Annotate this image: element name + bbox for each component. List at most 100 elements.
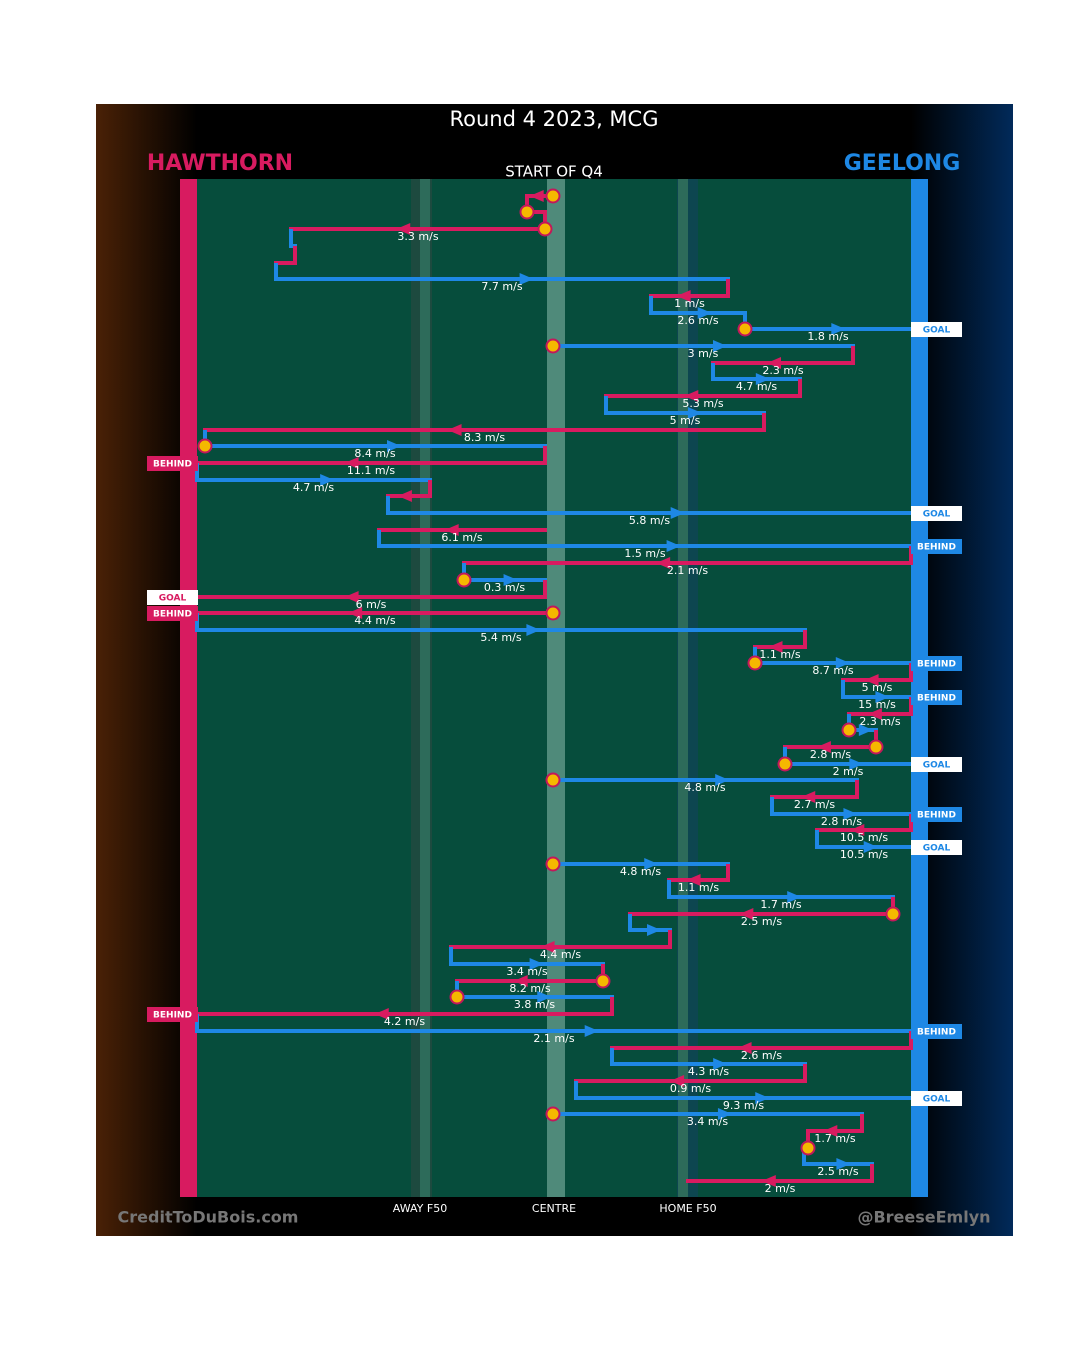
speed-label: 4.4 m/s [354,614,395,627]
speed-label: 2.7 m/s [794,798,835,811]
speed-label: 2.5 m/s [741,915,782,928]
arrow [787,891,802,903]
credit: CreditToDuBois.com [118,1208,299,1227]
event-label: BEHIND [917,811,956,821]
stoppage [545,338,561,354]
arrow [374,1008,389,1020]
speed-label: 4.4 m/s [540,948,581,961]
arrow [713,1058,728,1070]
field-label: AWAY F50 [393,1202,447,1215]
arrow [755,373,770,385]
arrow [676,290,691,302]
arrow [344,457,359,469]
stripe [678,179,688,1197]
stoppage [800,1140,816,1156]
speed-label: 3.3 m/s [397,230,438,243]
speed-label: 4.8 m/s [684,781,725,794]
speed-label: 5 m/s [862,681,893,694]
arrow [715,774,730,786]
arrow [835,657,850,669]
arrow [737,1042,752,1054]
stoppage [545,605,561,621]
speed-label: 3.4 m/s [687,1115,728,1128]
title: Round 4 2023, MCG [449,107,658,131]
speed-label: 1.5 m/s [624,547,665,560]
speed-label: 2.5 m/s [817,1165,858,1178]
speed-label: 0.3 m/s [484,581,525,594]
event-tag [911,322,962,337]
speed-label: 6 m/s [356,598,387,611]
speed-label: 8.2 m/s [509,982,550,995]
stoppage [545,1106,561,1122]
event-label: BEHIND [917,694,956,704]
field-label: HOME F50 [659,1202,716,1215]
speed-label: 10.5 m/s [840,848,888,861]
stoppage [545,856,561,872]
stoppage [545,772,561,788]
arrow [447,424,462,436]
arrow [666,540,681,552]
speed-label: 2.8 m/s [810,748,851,761]
arrow [526,624,541,636]
stoppage [456,572,472,588]
speed-label: 6.1 m/s [441,531,482,544]
arrow [767,357,781,369]
arrow [537,991,552,1003]
bottom-band [197,1197,911,1236]
speed-label: 1.7 m/s [760,898,801,911]
event-tag [911,807,962,822]
speed-label: 1.8 m/s [807,330,848,343]
arrow [644,858,659,870]
speed-label: 2.3 m/s [762,364,803,377]
arrow [396,223,411,235]
away-team: GEELONG [844,151,961,176]
event-tag [911,506,962,521]
event-label: GOAL [159,594,187,604]
speed-label: 1.7 m/s [814,1132,855,1145]
arrow [816,741,831,753]
speed-label: 3.8 m/s [514,998,555,1011]
arrow [444,524,459,536]
stoppage [885,906,901,922]
stoppage [545,188,561,204]
speed-label: 5.4 m/s [480,631,521,644]
arrow [670,507,685,519]
event-tag [911,656,962,671]
arrow [713,340,727,352]
arrow [768,641,783,653]
stripe [420,179,430,1197]
arrow [540,941,555,953]
stoppage [868,739,884,755]
stoppage [595,973,611,989]
arrow [684,390,699,402]
arrow [697,307,712,319]
credit: @BreeseEmlyn [857,1208,990,1227]
event-tag [911,690,962,705]
speed-label: 1 m/s [674,297,705,310]
event-tag [911,1091,962,1106]
event-label: GOAL [923,761,951,771]
arrow [320,474,335,486]
event-label: GOAL [923,510,951,520]
arrow [529,190,544,202]
event-tag [147,606,198,621]
speed-label: 11.1 m/s [347,464,395,477]
arrow [739,908,754,920]
event-label: GOAL [923,326,951,336]
event-label: BEHIND [153,610,192,620]
arrow [801,791,816,803]
arrow [843,808,858,820]
event-label: BEHIND [917,543,956,553]
stoppage [777,756,793,772]
speed-label: 1.1 m/s [678,881,719,894]
arrow [875,691,890,703]
event-label: BEHIND [153,460,192,470]
arrow [867,708,882,720]
arrow [584,1025,599,1037]
arrow [387,440,401,452]
field-label: CENTRE [532,1202,576,1215]
arrow [831,323,846,335]
speed-label: 4.2 m/s [384,1015,425,1028]
speed-label: 4.3 m/s [688,1065,729,1078]
